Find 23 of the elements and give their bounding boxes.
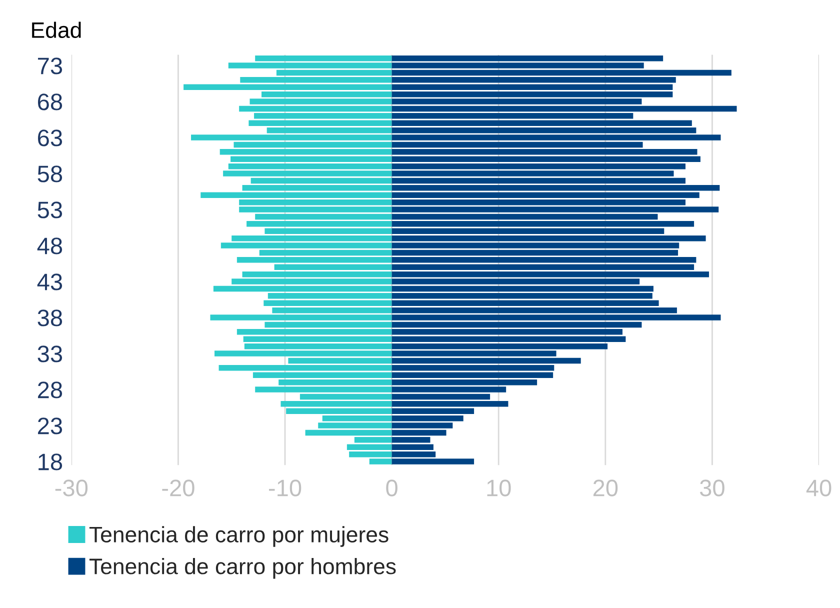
- x-tick-label: 10: [487, 480, 511, 496]
- y-tick-label: 28: [38, 382, 62, 398]
- y-tick-label: 68: [38, 94, 62, 110]
- y-tick-label: 63: [38, 130, 62, 146]
- legend-label: Tenencia de carro por hombres: [89, 558, 396, 579]
- y-tick-label: 43: [37, 274, 62, 290]
- y-tick-label: 53: [38, 202, 62, 218]
- x-tick-label: -30: [55, 480, 88, 496]
- y-tick-label: 18: [38, 454, 62, 470]
- y-tick-label: 23: [38, 418, 62, 434]
- x-tick-label: -20: [162, 480, 194, 496]
- y-tick-label: 58: [38, 166, 62, 182]
- y-tick-label: 33: [38, 346, 62, 362]
- x-tick-label: 30: [700, 480, 724, 496]
- x-tick-label: 20: [593, 480, 618, 496]
- x-tick-label: -10: [268, 480, 302, 496]
- y-tick-label: 73: [38, 58, 62, 74]
- x-tick-label: 40: [806, 480, 832, 496]
- legend-label: Tenencia de carro por mujeres: [89, 526, 388, 547]
- y-axis-title: Edad: [32, 22, 81, 38]
- x-tick-label: 0: [386, 480, 398, 496]
- y-tick-label: 38: [38, 310, 62, 326]
- y-tick-label: 48: [37, 238, 62, 254]
